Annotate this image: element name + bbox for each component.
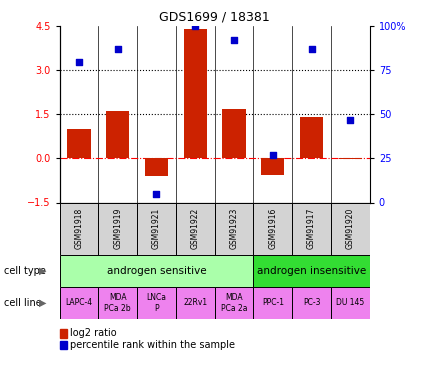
Bar — [339, 158, 362, 159]
Text: cell type: cell type — [4, 266, 46, 276]
Point — [114, 46, 121, 52]
Text: GSM91917: GSM91917 — [307, 208, 316, 249]
Bar — [98, 202, 137, 255]
Bar — [300, 117, 323, 158]
Text: percentile rank within the sample: percentile rank within the sample — [70, 340, 235, 350]
Text: GSM91921: GSM91921 — [152, 208, 161, 249]
Title: GDS1699 / 18381: GDS1699 / 18381 — [159, 11, 270, 24]
Point — [308, 46, 315, 52]
Text: MDA
PCa 2b: MDA PCa 2b — [105, 293, 131, 312]
Text: GSM91919: GSM91919 — [113, 208, 122, 249]
Bar — [137, 202, 176, 255]
Text: GSM91920: GSM91920 — [346, 208, 355, 249]
Text: PPC-1: PPC-1 — [262, 298, 284, 307]
Point — [347, 117, 354, 123]
Bar — [176, 287, 215, 319]
Text: PC-3: PC-3 — [303, 298, 320, 307]
Bar — [261, 158, 284, 175]
Text: DU 145: DU 145 — [336, 298, 365, 307]
Bar — [253, 255, 370, 287]
Point — [76, 58, 82, 64]
Text: LAPC-4: LAPC-4 — [65, 298, 93, 307]
Point — [153, 190, 160, 196]
Bar — [253, 202, 292, 255]
Text: ▶: ▶ — [39, 298, 46, 308]
Bar — [176, 202, 215, 255]
Text: GSM91918: GSM91918 — [74, 208, 83, 249]
Bar — [67, 129, 91, 158]
Bar — [292, 287, 331, 319]
Bar — [137, 287, 176, 319]
Bar — [60, 202, 98, 255]
Text: GSM91923: GSM91923 — [230, 208, 238, 249]
Bar — [253, 287, 292, 319]
Point — [231, 38, 238, 44]
Text: LNCa
P: LNCa P — [147, 293, 167, 312]
Text: 22Rv1: 22Rv1 — [183, 298, 207, 307]
Bar — [145, 158, 168, 176]
Text: GSM91922: GSM91922 — [191, 208, 200, 249]
Text: ▶: ▶ — [39, 266, 46, 276]
Bar — [184, 29, 207, 158]
Bar — [215, 287, 253, 319]
Text: GSM91916: GSM91916 — [268, 208, 277, 249]
Bar — [98, 287, 137, 319]
Bar — [215, 202, 253, 255]
Point — [192, 23, 198, 29]
Bar — [60, 287, 98, 319]
Bar — [331, 287, 370, 319]
Bar — [60, 255, 253, 287]
Point — [269, 152, 276, 158]
Text: cell line: cell line — [4, 298, 42, 308]
Bar — [331, 202, 370, 255]
Text: androgen sensitive: androgen sensitive — [107, 266, 206, 276]
Bar — [106, 111, 129, 158]
Text: androgen insensitive: androgen insensitive — [257, 266, 366, 276]
Text: log2 ratio: log2 ratio — [70, 328, 117, 338]
Bar — [292, 202, 331, 255]
Text: MDA
PCa 2a: MDA PCa 2a — [221, 293, 247, 312]
Bar — [222, 108, 246, 158]
